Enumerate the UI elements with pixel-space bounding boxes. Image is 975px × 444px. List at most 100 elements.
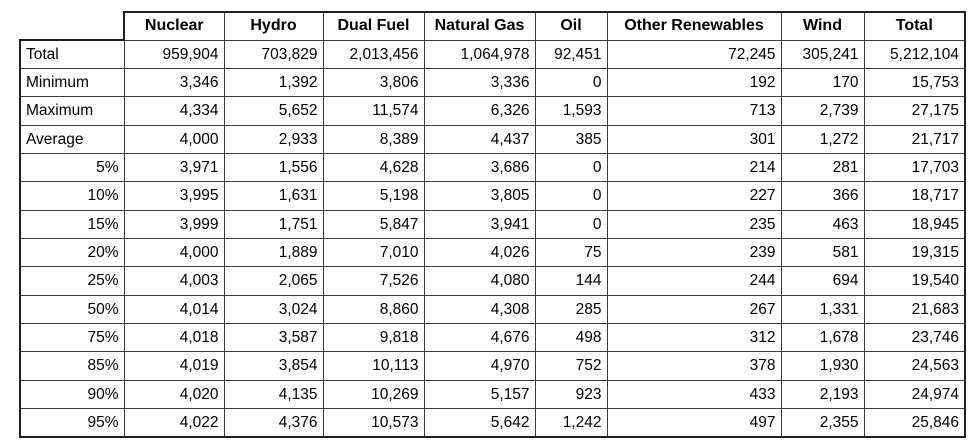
table-row: 15% 3,999 1,751 5,847 3,941 0 235 463 18,945: [19, 209, 966, 240]
row-label: Minimum: [19, 68, 125, 98]
cell: 3,941: [423, 209, 536, 240]
cell: 4,018: [123, 323, 225, 353]
cell: 3,346: [123, 68, 225, 98]
cell: 301: [606, 124, 782, 155]
row-label: 25%: [19, 266, 125, 296]
cell: 3,336: [423, 68, 536, 98]
cell: 1,751: [223, 209, 324, 240]
cell: 27,175: [863, 96, 966, 126]
column-header-oil: Oil: [534, 10, 608, 41]
cell: 4,437: [423, 124, 536, 155]
cell: 192: [606, 68, 782, 98]
table-row: 10% 3,995 1,631 5,198 3,805 0 227 366 18,717: [19, 181, 966, 211]
cell: 3,805: [423, 181, 536, 211]
cell: 1,392: [223, 68, 324, 98]
cell: 2,355: [780, 408, 865, 438]
table-row: 90% 4,020 4,135 10,269 5,157 923 433 2,193 24,97…: [19, 379, 966, 410]
cell: 305,241: [780, 39, 865, 70]
cell: 3,854: [223, 351, 324, 381]
cell: 10,113: [322, 351, 425, 381]
cell: 3,024: [223, 294, 324, 325]
cell: 285: [534, 294, 608, 325]
cell: 4,019: [123, 351, 225, 381]
row-label: 95%: [19, 408, 125, 438]
header-row: Nuclear Hydro Dual Fuel Natural Gas Oil …: [20, 10, 966, 41]
cell: 5,642: [423, 408, 536, 438]
column-header-other-renewables: Other Renewables: [606, 10, 782, 41]
cell: 1,064,978: [423, 39, 536, 70]
cell: 267: [606, 294, 782, 325]
row-label: 85%: [19, 351, 125, 381]
cell: 24,563: [863, 351, 966, 381]
cell: 4,022: [123, 408, 225, 438]
cell: 3,995: [123, 181, 225, 211]
cell: 5,157: [423, 379, 536, 410]
cell: 24,974: [863, 379, 966, 410]
row-label: 75%: [19, 323, 125, 353]
column-header-hydro: Hydro: [223, 10, 324, 41]
cell: 4,003: [123, 266, 225, 296]
table-row: 50% 4,014 3,024 8,860 4,308 285 267 1,331 21,683: [19, 294, 966, 325]
cell: 4,376: [223, 408, 324, 438]
cell: 3,587: [223, 323, 324, 353]
cell: 170: [780, 68, 865, 98]
cell: 4,334: [123, 96, 225, 126]
cell: 3,806: [322, 68, 425, 98]
cell: 0: [534, 181, 608, 211]
cell: 4,020: [123, 379, 225, 410]
cell: 959,904: [123, 39, 225, 70]
table-row: 85% 4,019 3,854 10,113 4,970 752 378 1,930 24,56…: [19, 351, 966, 381]
cell: 235: [606, 209, 782, 240]
table-body: Total 959,904 703,829 2,013,456 1,064,978 92,…: [19, 39, 966, 438]
cell: 10,573: [322, 408, 425, 438]
row-label: Maximum: [19, 96, 125, 126]
column-header-natural-gas: Natural Gas: [423, 10, 536, 41]
cell: 8,860: [322, 294, 425, 325]
cell: 0: [534, 209, 608, 240]
table-row: Minimum 3,346 1,392 3,806 3,336 0 192 170 15,753: [19, 68, 966, 98]
cell: 18,717: [863, 181, 966, 211]
cell: 497: [606, 408, 782, 438]
cell: 10,269: [322, 379, 425, 410]
cell: 19,540: [863, 266, 966, 296]
cell: 463: [780, 209, 865, 240]
table-row: 95% 4,022 4,376 10,573 5,642 1,242 497 2,355 25,…: [19, 408, 966, 438]
cell: 8,389: [322, 124, 425, 155]
cell: 9,818: [322, 323, 425, 353]
column-header-dual-fuel: Dual Fuel: [322, 10, 425, 41]
cell: 4,628: [322, 153, 425, 183]
cell: 239: [606, 238, 782, 268]
cell: 4,026: [423, 238, 536, 268]
corner-cell: [20, 12, 124, 40]
cell: 4,676: [423, 323, 536, 353]
cell: 19,315: [863, 238, 966, 268]
cell: 4,014: [123, 294, 225, 325]
cell: 1,930: [780, 351, 865, 381]
cell: 312: [606, 323, 782, 353]
cell: 92,451: [534, 39, 608, 70]
cell: 2,739: [780, 96, 865, 126]
cell: 752: [534, 351, 608, 381]
cell: 15,753: [863, 68, 966, 98]
cell: 7,526: [322, 266, 425, 296]
cell: 703,829: [223, 39, 324, 70]
cell: 2,933: [223, 124, 324, 155]
cell: 21,717: [863, 124, 966, 155]
row-label: 90%: [19, 379, 125, 410]
cell: 1,593: [534, 96, 608, 126]
cell: 1,631: [223, 181, 324, 211]
cell: 0: [534, 153, 608, 183]
cell: 21,683: [863, 294, 966, 325]
row-label: Average: [19, 124, 125, 155]
cell: 713: [606, 96, 782, 126]
table-row: Average 4,000 2,933 8,389 4,437 385 301 1,272 21…: [19, 124, 966, 155]
column-header-nuclear: Nuclear: [123, 10, 225, 41]
cell: 214: [606, 153, 782, 183]
cell: 72,245: [606, 39, 782, 70]
cell: 3,971: [123, 153, 225, 183]
cell: 7,010: [322, 238, 425, 268]
cell: 1,272: [780, 124, 865, 155]
cell: 2,013,456: [322, 39, 425, 70]
row-label: 5%: [19, 153, 125, 183]
cell: 1,242: [534, 408, 608, 438]
